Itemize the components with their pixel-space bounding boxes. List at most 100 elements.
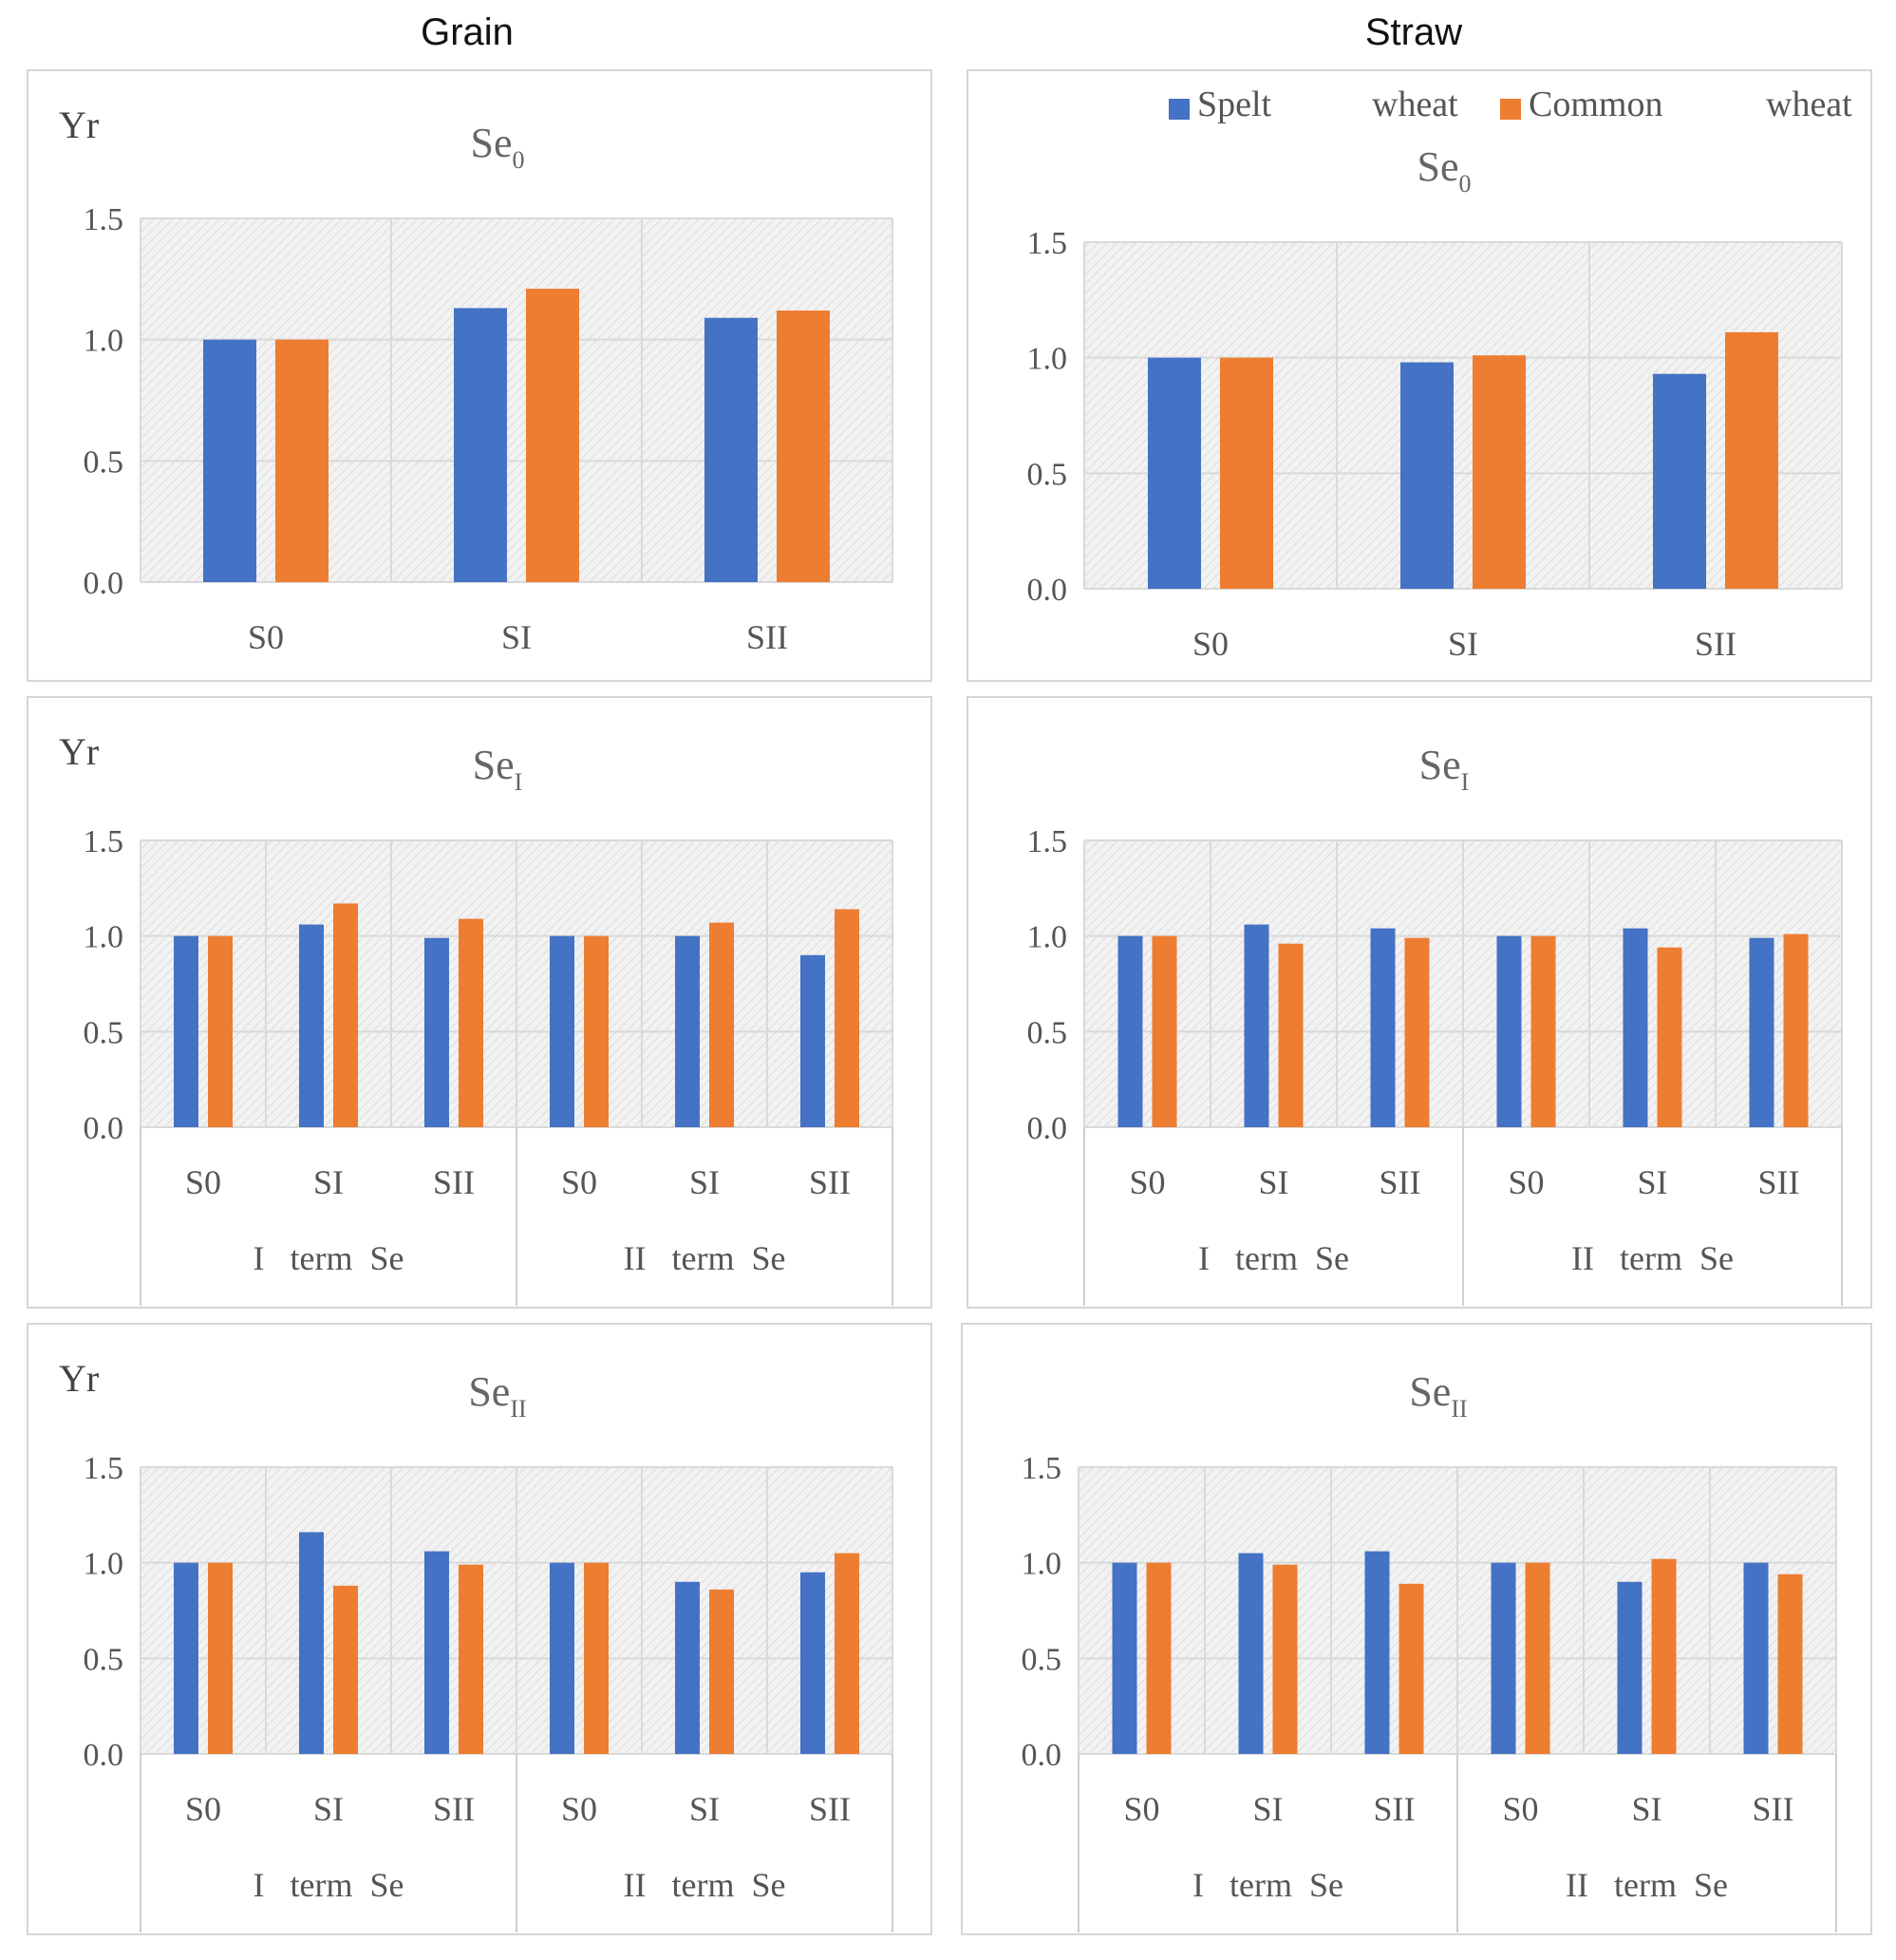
group-label: I term Se xyxy=(1198,1239,1349,1277)
legend-label-common: Common xyxy=(1529,85,1663,124)
x-tick-label: SII xyxy=(1380,1163,1421,1201)
y-axis-label: Yr xyxy=(59,1357,99,1400)
bar-spelt xyxy=(1653,373,1706,589)
group-label: I term Se xyxy=(253,1239,404,1277)
y-tick-label: 0.5 xyxy=(1027,457,1068,492)
chart-panel-grain-se2: 0.0 0.5 1.0 1.5 S0 SI SII S0 SI SII I term Se II te… xyxy=(27,1323,932,1935)
bar-common xyxy=(777,311,830,582)
bar-common xyxy=(584,935,609,1127)
group-label: II term Se xyxy=(624,1866,786,1904)
x-tick-label: S0 xyxy=(1123,1790,1159,1828)
chart-legend: Spelt wheat Common wheat xyxy=(1163,84,1885,131)
y-tick-label: 1.0 xyxy=(1022,1547,1062,1582)
bar-spelt xyxy=(174,935,198,1127)
legend-suffix-common: wheat xyxy=(1766,85,1852,124)
y-axis-label: Yr xyxy=(59,730,99,773)
bar-spelt xyxy=(1743,1562,1769,1754)
y-tick-label: 0.5 xyxy=(84,1015,124,1050)
y-tick-label: 0.0 xyxy=(1027,1111,1068,1146)
bar-spelt xyxy=(550,1562,574,1754)
bar-spelt xyxy=(299,1532,324,1754)
chart-svg: 0.0 0.5 1.0 1.5 S0 SI SII Se0 xyxy=(1027,143,1843,663)
column-title-grain: Grain xyxy=(421,11,514,53)
x-tick-label: S0 xyxy=(1129,1163,1165,1201)
bar-spelt xyxy=(1400,362,1454,589)
chart-panel-straw-se2: 0.0 0.5 1.0 1.5 S0 SI SII S0 SI SII I term Se II te… xyxy=(961,1323,1872,1935)
bar-spelt xyxy=(675,1581,700,1754)
y-tick-label: 1.5 xyxy=(1027,226,1068,261)
y-tick-label: 0.5 xyxy=(1027,1015,1068,1050)
bar-spelt xyxy=(454,308,507,582)
bar-spelt xyxy=(675,935,700,1127)
bar-common xyxy=(526,289,579,582)
x-tick-label: SII xyxy=(809,1163,851,1201)
plot-area xyxy=(141,218,892,582)
bar-common xyxy=(208,935,233,1127)
bar-common xyxy=(1657,947,1682,1127)
y-tick-label: 0.5 xyxy=(84,444,124,480)
x-tick-label: SI xyxy=(1637,1163,1667,1201)
x-tick-label: SII xyxy=(809,1790,851,1828)
x-tick-label: S0 xyxy=(1192,625,1229,663)
bar-common xyxy=(208,1562,233,1754)
y-tick-label: 0.0 xyxy=(84,1738,124,1773)
x-tick-label: S0 xyxy=(185,1163,221,1201)
bar-common xyxy=(459,1564,483,1754)
y-axis-label: Yr xyxy=(59,104,99,146)
x-tick-label: SII xyxy=(1758,1163,1800,1201)
bar-common xyxy=(333,1585,358,1754)
bar-common xyxy=(1530,935,1556,1127)
x-tick-label: SI xyxy=(689,1163,720,1201)
bar-common xyxy=(275,339,329,582)
bar-common xyxy=(1525,1562,1550,1754)
x-tick-label: S0 xyxy=(1502,1790,1538,1828)
x-tick-label: S0 xyxy=(561,1790,597,1828)
bar-common xyxy=(1651,1558,1677,1754)
bar-common xyxy=(835,909,859,1127)
bar-spelt xyxy=(550,935,574,1127)
chart-title: SeII xyxy=(468,1368,526,1423)
bar-spelt xyxy=(800,954,825,1127)
x-tick-label: SII xyxy=(433,1163,475,1201)
legend-suffix-spelt: wheat xyxy=(1372,85,1458,124)
y-tick-label: 0.5 xyxy=(1022,1642,1062,1677)
chart-svg: 0.0 0.5 1.0 1.5 S0 SI SII Yr Se0 xyxy=(59,104,893,656)
y-tick-label: 1.5 xyxy=(84,824,124,859)
x-tick-label: SI xyxy=(1252,1790,1283,1828)
chart-svg: 0.0 0.5 1.0 1.5 S0 SI SII S0 SI SII I term Se II te… xyxy=(1027,742,1843,1306)
y-tick-label: 0.0 xyxy=(1022,1738,1062,1773)
y-tick-label: 0.0 xyxy=(84,566,124,601)
y-tick-label: 1.0 xyxy=(1027,342,1068,377)
bar-common xyxy=(1278,943,1304,1127)
bar-spelt xyxy=(704,317,758,582)
bar-common xyxy=(709,1589,734,1754)
bar-spelt xyxy=(174,1562,198,1754)
bar-common xyxy=(1725,331,1778,589)
group-label: I term Se xyxy=(253,1866,404,1904)
group-label: II term Se xyxy=(1571,1239,1734,1277)
chart-title: SeI xyxy=(1419,742,1470,796)
x-tick-label: S0 xyxy=(248,618,284,656)
y-tick-label: 1.0 xyxy=(84,1547,124,1582)
group-label: I term Se xyxy=(1192,1866,1343,1904)
x-tick-label: SII xyxy=(1374,1790,1416,1828)
chart-svg: 0.0 0.5 1.0 1.5 S0 SI SII S0 SI SII I term Se II te… xyxy=(59,730,893,1306)
group-label: II term Se xyxy=(1566,1866,1728,1904)
bar-spelt xyxy=(1148,357,1201,589)
y-tick-label: 0.0 xyxy=(84,1111,124,1146)
chart-panel-straw-se0: 0.0 0.5 1.0 1.5 S0 SI SII Se0 xyxy=(967,69,1872,682)
bar-common xyxy=(1404,937,1430,1127)
y-tick-label: 1.5 xyxy=(1022,1451,1062,1486)
x-tick-label: SI xyxy=(501,618,532,656)
bar-common xyxy=(1783,933,1809,1127)
y-tick-label: 1.5 xyxy=(84,1451,124,1486)
bar-common xyxy=(584,1562,609,1754)
bar-common xyxy=(459,918,483,1127)
legend-swatch-spelt xyxy=(1169,99,1190,120)
y-tick-label: 1.0 xyxy=(1027,920,1068,955)
bar-common xyxy=(1777,1574,1803,1754)
y-tick-label: 0.5 xyxy=(84,1642,124,1677)
y-tick-label: 1.5 xyxy=(84,202,124,237)
legend-swatch-common xyxy=(1500,99,1521,120)
chart-title: SeII xyxy=(1409,1368,1467,1423)
